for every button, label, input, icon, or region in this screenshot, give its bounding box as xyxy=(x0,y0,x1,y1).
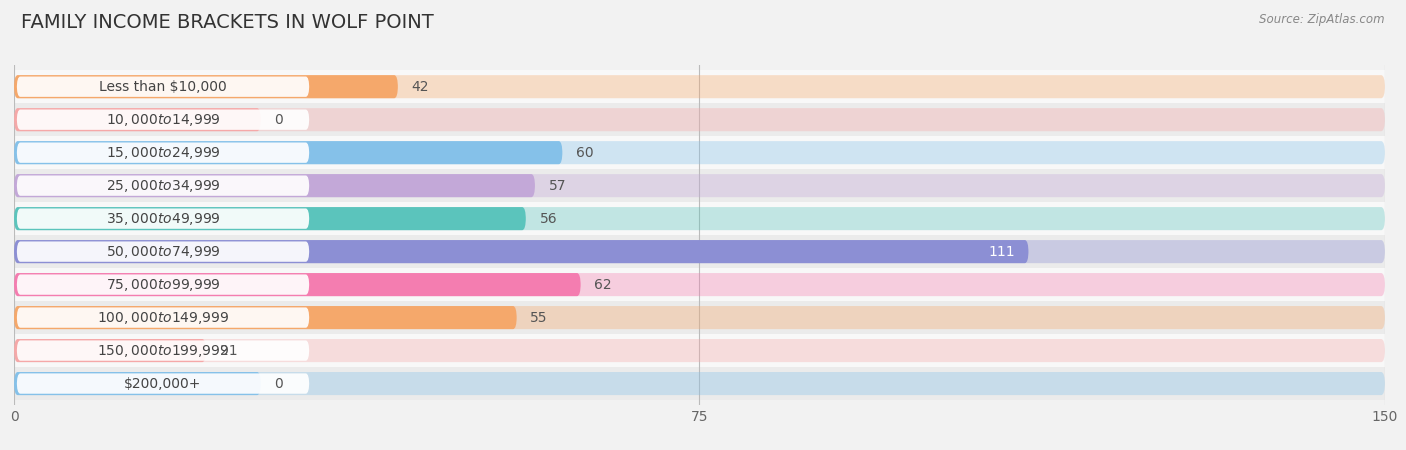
FancyBboxPatch shape xyxy=(14,306,1385,329)
Text: $15,000 to $24,999: $15,000 to $24,999 xyxy=(105,144,221,161)
Text: 111: 111 xyxy=(988,245,1015,259)
FancyBboxPatch shape xyxy=(14,207,1385,230)
Text: 21: 21 xyxy=(219,343,238,358)
Text: 0: 0 xyxy=(274,377,283,391)
Text: 0: 0 xyxy=(274,112,283,127)
FancyBboxPatch shape xyxy=(17,340,309,361)
FancyBboxPatch shape xyxy=(17,76,309,97)
FancyBboxPatch shape xyxy=(14,273,581,296)
FancyBboxPatch shape xyxy=(14,174,1385,197)
Bar xyxy=(14,169,1385,202)
Text: $10,000 to $14,999: $10,000 to $14,999 xyxy=(105,112,221,128)
Text: $100,000 to $149,999: $100,000 to $149,999 xyxy=(97,310,229,326)
FancyBboxPatch shape xyxy=(17,274,309,295)
FancyBboxPatch shape xyxy=(14,273,1385,296)
FancyBboxPatch shape xyxy=(14,240,1029,263)
FancyBboxPatch shape xyxy=(17,242,309,262)
FancyBboxPatch shape xyxy=(17,176,309,196)
Text: Source: ZipAtlas.com: Source: ZipAtlas.com xyxy=(1260,14,1385,27)
Bar xyxy=(14,334,1385,367)
Bar xyxy=(14,301,1385,334)
Bar xyxy=(14,367,1385,400)
Text: $200,000+: $200,000+ xyxy=(124,377,201,391)
Text: $150,000 to $199,999: $150,000 to $199,999 xyxy=(97,342,229,359)
FancyBboxPatch shape xyxy=(14,75,398,98)
FancyBboxPatch shape xyxy=(17,143,309,163)
Bar xyxy=(14,136,1385,169)
Text: FAMILY INCOME BRACKETS IN WOLF POINT: FAMILY INCOME BRACKETS IN WOLF POINT xyxy=(21,14,434,32)
Text: $75,000 to $99,999: $75,000 to $99,999 xyxy=(105,277,221,292)
FancyBboxPatch shape xyxy=(14,372,1385,395)
FancyBboxPatch shape xyxy=(14,108,262,131)
Bar xyxy=(14,202,1385,235)
Bar xyxy=(14,70,1385,103)
Bar xyxy=(14,235,1385,268)
FancyBboxPatch shape xyxy=(17,109,309,130)
FancyBboxPatch shape xyxy=(14,108,1385,131)
FancyBboxPatch shape xyxy=(17,208,309,229)
Text: Less than $10,000: Less than $10,000 xyxy=(100,80,226,94)
Text: $25,000 to $34,999: $25,000 to $34,999 xyxy=(105,178,221,194)
Text: $50,000 to $74,999: $50,000 to $74,999 xyxy=(105,243,221,260)
FancyBboxPatch shape xyxy=(14,141,1385,164)
Text: 57: 57 xyxy=(548,179,567,193)
FancyBboxPatch shape xyxy=(14,75,1385,98)
FancyBboxPatch shape xyxy=(14,339,1385,362)
Bar xyxy=(14,103,1385,136)
FancyBboxPatch shape xyxy=(14,240,1385,263)
FancyBboxPatch shape xyxy=(17,374,309,394)
FancyBboxPatch shape xyxy=(14,339,207,362)
Text: 62: 62 xyxy=(595,278,612,292)
Text: $35,000 to $49,999: $35,000 to $49,999 xyxy=(105,211,221,227)
Text: 56: 56 xyxy=(540,212,557,225)
Bar xyxy=(14,268,1385,301)
Text: 60: 60 xyxy=(576,146,593,160)
FancyBboxPatch shape xyxy=(17,307,309,328)
FancyBboxPatch shape xyxy=(14,207,526,230)
Text: 42: 42 xyxy=(412,80,429,94)
FancyBboxPatch shape xyxy=(14,141,562,164)
FancyBboxPatch shape xyxy=(14,372,262,395)
FancyBboxPatch shape xyxy=(14,306,517,329)
Text: 55: 55 xyxy=(530,310,548,324)
FancyBboxPatch shape xyxy=(14,174,536,197)
